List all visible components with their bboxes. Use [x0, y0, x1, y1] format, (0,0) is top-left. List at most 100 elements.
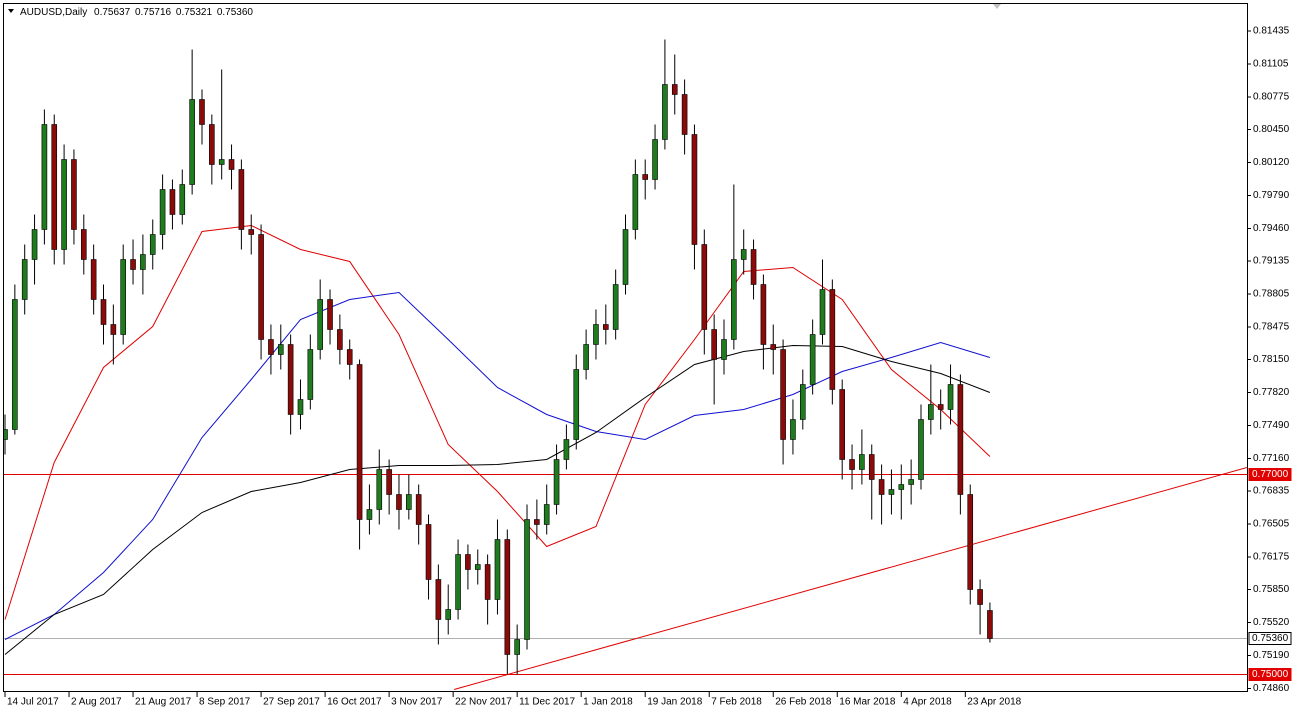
candle-body	[829, 289, 836, 390]
level-label: 0.75000	[1252, 669, 1289, 680]
candle-body	[957, 384, 964, 495]
candle-body	[878, 479, 885, 495]
level-label-box	[1248, 632, 1292, 645]
y-tick-label: 0.80120	[1253, 157, 1290, 168]
y-tick-label: 0.77160	[1253, 453, 1290, 464]
y-tick-label: 0.80450	[1253, 124, 1290, 135]
candle-body	[189, 99, 195, 185]
candle-body	[120, 259, 126, 335]
candle-body	[474, 564, 481, 570]
candle-body	[4, 429, 8, 440]
x-tick-label: 8 Sep 2017	[199, 697, 251, 708]
level-label-box	[1248, 668, 1292, 681]
candle-body	[258, 234, 264, 340]
candle-body	[770, 344, 777, 350]
candle-body	[543, 504, 550, 525]
candle-body	[711, 329, 717, 360]
y-tick-label: 0.77490	[1253, 420, 1290, 431]
x-tick-label: 26 Feb 2018	[775, 697, 832, 708]
candle-body	[849, 459, 855, 470]
candle-body	[159, 189, 166, 235]
candle-body	[317, 299, 323, 350]
y-tick-label: 0.75190	[1253, 650, 1290, 661]
plot-frame	[3, 3, 1248, 692]
candle-body	[918, 419, 924, 480]
candle-body	[622, 229, 629, 285]
y-tick-label: 0.79135	[1253, 256, 1290, 267]
candle-body	[573, 369, 580, 440]
candle-body	[90, 259, 97, 300]
quote-low: 0.75321	[176, 7, 213, 18]
candle-body	[691, 134, 698, 245]
candle-body	[534, 519, 540, 525]
y-tick-label: 0.81435	[1253, 26, 1290, 37]
candle-body	[337, 329, 343, 350]
y-tick-label: 0.75850	[1253, 584, 1290, 595]
candle-body	[356, 364, 363, 520]
y-tick-label: 0.81105	[1253, 59, 1289, 70]
candle-body	[868, 454, 875, 480]
x-tick-label: 7 Feb 2018	[711, 697, 762, 708]
candle-body	[750, 249, 757, 285]
candle-body	[307, 349, 314, 400]
moving-average	[4, 291, 991, 640]
x-tick-label: 27 Sep 2017	[263, 697, 320, 708]
candle-body	[41, 124, 48, 230]
candle-body	[908, 479, 914, 485]
candle-body	[179, 184, 186, 215]
candle-body	[780, 349, 786, 440]
candle-body	[839, 389, 845, 460]
x-tick-label: 19 Jan 2018	[647, 697, 702, 708]
candle-body	[287, 344, 294, 415]
candle-body	[61, 159, 67, 250]
candle-body	[248, 229, 255, 235]
symbol: AUDUSD,Daily	[20, 7, 87, 18]
x-tick-label: 16 Mar 2018	[839, 697, 896, 708]
candle-body	[71, 159, 77, 230]
plot-area	[4, 39, 1247, 690]
x-tick-label: 3 Nov 2017	[391, 697, 443, 708]
candle-body	[928, 404, 934, 420]
candle-body	[277, 344, 284, 355]
y-tick-label: 0.80775	[1253, 92, 1290, 103]
y-tick-label: 0.78150	[1253, 354, 1290, 365]
candle-body	[937, 404, 944, 410]
candle-body	[652, 139, 658, 180]
x-tick-label: 1 Jan 2018	[583, 697, 633, 708]
candle-body	[553, 459, 560, 505]
candle-body	[415, 494, 422, 525]
quote-close: 0.75360	[217, 7, 254, 18]
y-tick-label: 0.76505	[1253, 519, 1290, 530]
candle-body	[51, 124, 58, 250]
candle-body	[514, 639, 520, 655]
candle-body	[228, 159, 235, 170]
y-tick-label: 0.79460	[1253, 223, 1290, 234]
candle-body	[238, 169, 245, 230]
candle-body	[681, 94, 688, 135]
candle-body	[31, 229, 38, 260]
candle-body	[435, 579, 442, 620]
candle-body	[130, 259, 136, 270]
candle-body	[327, 299, 333, 330]
candle-body	[819, 289, 826, 335]
candle-body	[218, 159, 225, 165]
candle-body	[80, 229, 87, 260]
candle-body	[100, 299, 107, 325]
y-tick-label: 0.76835	[1253, 486, 1290, 497]
menu-arrow[interactable]	[8, 9, 14, 13]
candle-body	[386, 469, 392, 495]
candle-body	[967, 494, 974, 590]
candle-body	[632, 174, 639, 230]
candle-body	[12, 299, 18, 430]
candle-body	[642, 174, 649, 180]
level-label: 0.77000	[1252, 469, 1289, 480]
candle-body	[465, 554, 471, 570]
candle-body	[671, 84, 678, 95]
x-tick-label: 16 Oct 2017	[327, 697, 382, 708]
candle-body	[593, 324, 599, 345]
candle-body	[445, 609, 452, 620]
chart-header: AUDUSD,Daily 0.75637 0.75716 0.75321 0.7…	[20, 7, 253, 18]
